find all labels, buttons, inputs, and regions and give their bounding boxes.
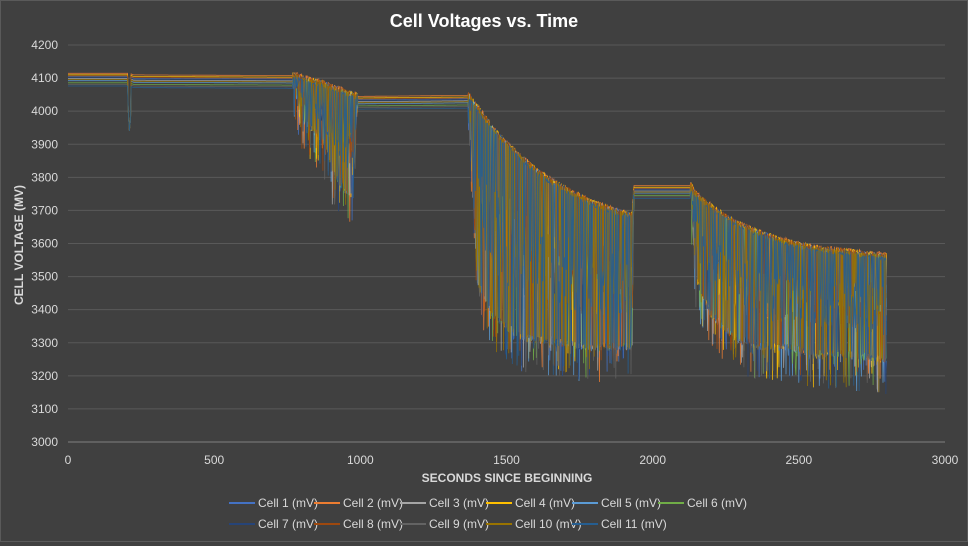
legend-label-cell-1: Cell 1 (mV) (258, 496, 318, 510)
y-tick-3000: 3000 (31, 435, 58, 449)
y-tick-3300: 3300 (31, 336, 58, 350)
y-axis-title: CELL VOLTAGE (MV) (12, 185, 26, 305)
y-tick-labels: 3000 3100 3200 3300 3400 3500 3600 3700 3800 3900… (31, 38, 58, 449)
y-tick-3800: 3800 (31, 170, 58, 184)
x-tick-2500: 2500 (785, 453, 812, 467)
x-tick-0: 0 (65, 453, 72, 467)
legend-label-cell-9: Cell 9 (mV) (429, 517, 489, 531)
y-tick-3400: 3400 (31, 303, 58, 317)
y-tick-3100: 3100 (31, 402, 58, 416)
x-tick-2000: 2000 (639, 453, 666, 467)
legend-label-cell-3: Cell 3 (mV) (429, 496, 489, 510)
legend-label-cell-2: Cell 2 (mV) (343, 496, 403, 510)
chart-title: Cell Voltages vs. Time (390, 11, 578, 31)
y-tick-4100: 4100 (31, 71, 58, 85)
series-lines (68, 72, 887, 395)
legend-label-cell-4: Cell 4 (mV) (515, 496, 575, 510)
y-tick-3200: 3200 (31, 369, 58, 383)
series-line-cell-11 (68, 76, 887, 392)
y-tick-4000: 4000 (31, 104, 58, 118)
legend-label-cell-5: Cell 5 (mV) (601, 496, 661, 510)
y-tick-4200: 4200 (31, 38, 58, 52)
legend-label-cell-6: Cell 6 (mV) (687, 496, 747, 510)
legend-label-cell-7: Cell 7 (mV) (258, 517, 318, 531)
y-tick-3700: 3700 (31, 203, 58, 217)
legend: Cell 1 (mV) Cell 2 (mV) Cell 3 (mV) Cell 4 … (229, 496, 747, 531)
legend-label-cell-10: Cell 10 (mV) (515, 517, 582, 531)
x-tick-1500: 1500 (493, 453, 520, 467)
legend-label-cell-11: Cell 11 (mV) (601, 517, 667, 531)
y-tick-3900: 3900 (31, 137, 58, 151)
legend-label-cell-8: Cell 8 (mV) (343, 517, 403, 531)
x-tick-3000: 3000 (932, 453, 959, 467)
y-tick-3600: 3600 (31, 237, 58, 251)
x-tick-1000: 1000 (347, 453, 374, 467)
y-tick-3500: 3500 (31, 270, 58, 284)
x-tick-500: 500 (204, 453, 224, 467)
x-axis-title: SECONDS SINCE BEGINNING (422, 471, 593, 485)
x-tick-labels: 0 500 1000 1500 2000 2500 3000 (65, 453, 959, 467)
